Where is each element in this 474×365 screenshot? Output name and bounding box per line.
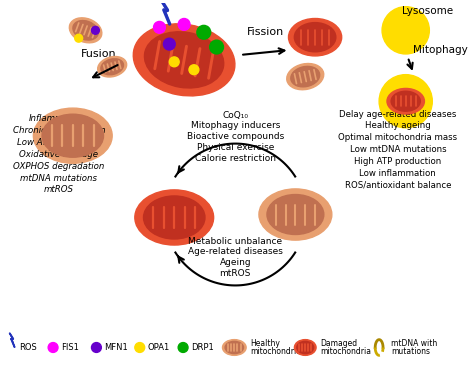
Circle shape: [169, 57, 179, 67]
Text: Healthy ageing: Healthy ageing: [365, 121, 431, 130]
Ellipse shape: [291, 66, 319, 87]
Text: FIS1: FIS1: [61, 343, 79, 352]
Ellipse shape: [294, 23, 336, 52]
Ellipse shape: [135, 190, 214, 245]
Text: CoQ₁₀: CoQ₁₀: [222, 111, 248, 119]
Text: Age-related diseases: Age-related diseases: [188, 247, 283, 257]
Text: Low ATP production: Low ATP production: [17, 138, 101, 147]
Text: Fission: Fission: [247, 27, 284, 37]
Ellipse shape: [294, 339, 316, 356]
Circle shape: [164, 38, 175, 50]
Ellipse shape: [73, 20, 98, 40]
Polygon shape: [162, 0, 170, 24]
Polygon shape: [10, 333, 15, 347]
Text: ROS/antioxidant balance: ROS/antioxidant balance: [345, 180, 451, 189]
Text: mtDNA with: mtDNA with: [391, 339, 437, 348]
Ellipse shape: [267, 195, 324, 234]
Text: Physical exercise: Physical exercise: [197, 143, 274, 152]
Text: Lysosome: Lysosome: [402, 5, 453, 16]
Text: Ageing: Ageing: [219, 258, 251, 267]
Circle shape: [189, 65, 199, 74]
Ellipse shape: [133, 24, 235, 96]
Text: mitochondria: mitochondria: [250, 347, 301, 356]
Ellipse shape: [33, 108, 112, 163]
Circle shape: [197, 26, 210, 39]
Ellipse shape: [222, 339, 246, 356]
Ellipse shape: [225, 341, 244, 354]
Ellipse shape: [287, 64, 324, 90]
Text: Low inflammation: Low inflammation: [359, 169, 436, 178]
Text: High ATP production: High ATP production: [354, 157, 441, 166]
Ellipse shape: [259, 189, 332, 240]
Text: Metabolic unbalance: Metabolic unbalance: [188, 237, 283, 246]
Circle shape: [382, 7, 429, 54]
Text: Calorie restriction: Calorie restriction: [195, 154, 276, 163]
Circle shape: [91, 26, 100, 34]
Text: Damaged: Damaged: [320, 339, 357, 348]
Ellipse shape: [98, 57, 127, 77]
Ellipse shape: [387, 88, 424, 114]
Text: Mitophagy inducers: Mitophagy inducers: [191, 121, 280, 130]
Text: mtROS: mtROS: [44, 185, 74, 195]
Circle shape: [178, 19, 190, 30]
Circle shape: [379, 74, 432, 128]
Text: mitochondria: mitochondria: [320, 347, 371, 356]
Ellipse shape: [42, 114, 103, 157]
Circle shape: [75, 34, 82, 42]
Text: Low mtDNA mutations: Low mtDNA mutations: [349, 145, 446, 154]
Text: OXPHOS degradation: OXPHOS degradation: [13, 162, 105, 171]
Ellipse shape: [69, 18, 102, 43]
Text: Chronic inflammation: Chronic inflammation: [13, 126, 105, 135]
Circle shape: [154, 22, 165, 33]
Text: OPA1: OPA1: [147, 343, 170, 352]
Circle shape: [135, 343, 145, 353]
Text: MFN1: MFN1: [104, 343, 128, 352]
Text: Oxidative damage: Oxidative damage: [19, 150, 99, 159]
Text: Inflammaging: Inflammaging: [29, 115, 89, 123]
Ellipse shape: [289, 19, 342, 56]
Text: mutations: mutations: [391, 347, 430, 356]
Ellipse shape: [391, 91, 420, 111]
Text: Healthy: Healthy: [250, 339, 280, 348]
Text: Delay age-related diseases: Delay age-related diseases: [339, 110, 456, 119]
Circle shape: [91, 343, 101, 353]
Text: ROS: ROS: [19, 343, 37, 352]
Text: Bioactive compounds: Bioactive compounds: [187, 132, 284, 141]
Text: mtROS: mtROS: [219, 269, 251, 278]
Ellipse shape: [145, 32, 224, 88]
Circle shape: [48, 343, 58, 353]
Text: DRP1: DRP1: [191, 343, 214, 352]
Text: Fusion: Fusion: [81, 49, 116, 59]
Text: Mitophagy: Mitophagy: [413, 45, 467, 55]
Ellipse shape: [144, 196, 205, 239]
Ellipse shape: [101, 59, 124, 75]
Circle shape: [178, 343, 188, 353]
Ellipse shape: [297, 341, 314, 354]
Circle shape: [210, 40, 223, 54]
Text: Optimal mitochondria mass: Optimal mitochondria mass: [338, 133, 457, 142]
Text: mtDNA mutations: mtDNA mutations: [20, 174, 98, 182]
